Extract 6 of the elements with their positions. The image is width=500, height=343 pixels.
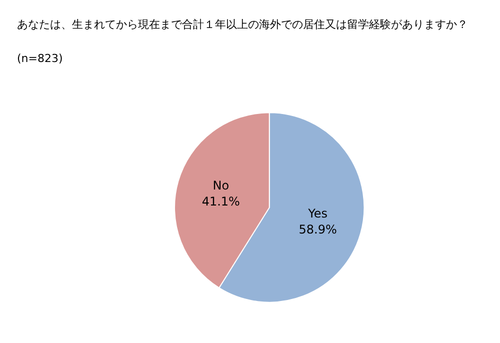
slice-label: Yes	[307, 206, 328, 220]
data-label: 58.9%	[298, 222, 337, 236]
chart-title: あなたは、生まれてから現在まで合計１年以上の海外での居住又は留学経験がありますか？	[17, 18, 468, 31]
text: (n=823)	[17, 52, 63, 65]
data-label: 41.1%	[202, 194, 240, 209]
slice-label: No	[212, 178, 230, 193]
